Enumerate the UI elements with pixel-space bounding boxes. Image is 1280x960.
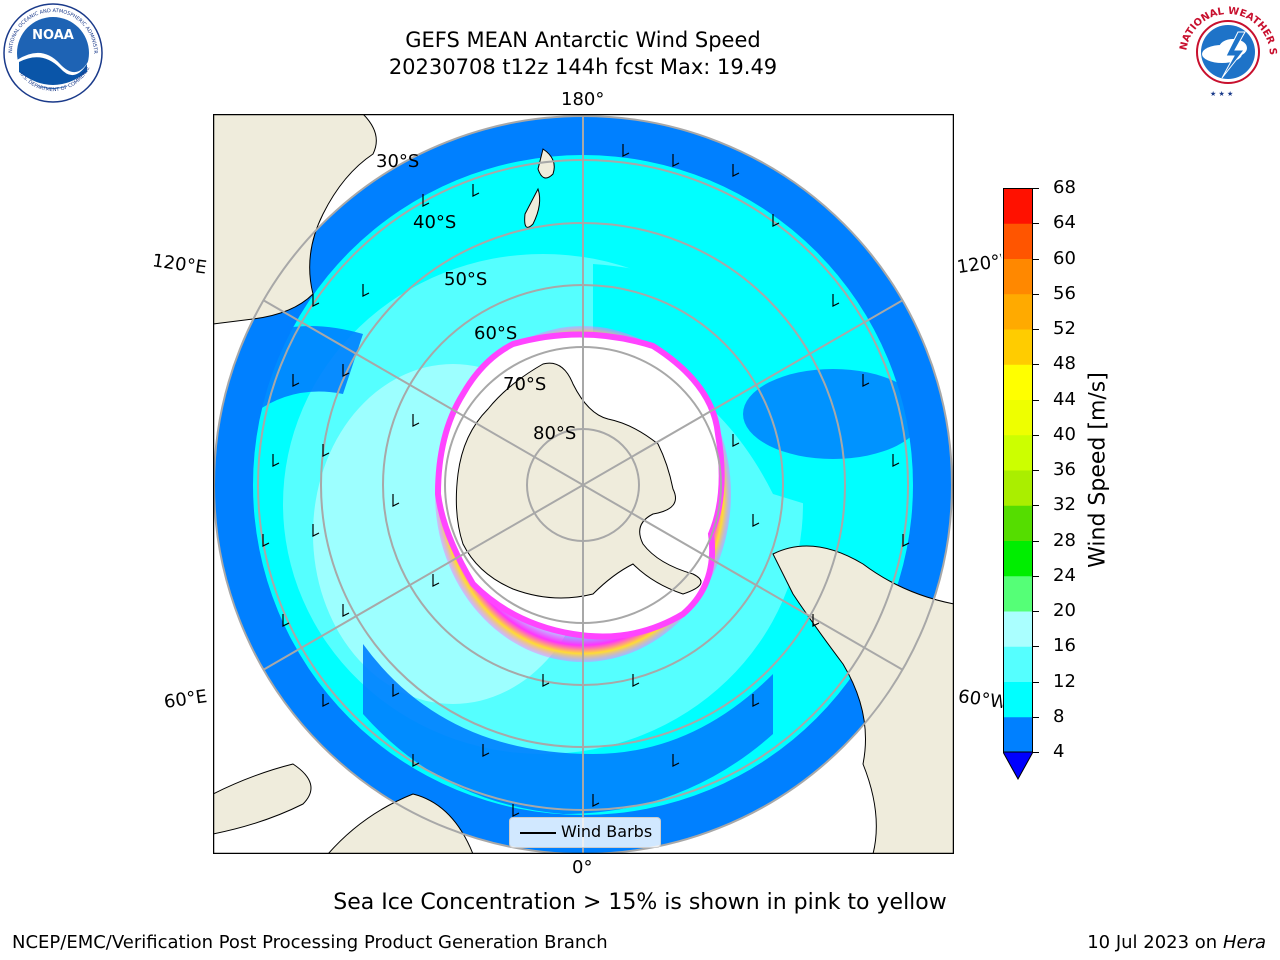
lat-label-70s: 70°S: [503, 374, 547, 395]
polar-map: [213, 114, 954, 854]
colorbar-tick-mark: [1033, 329, 1039, 330]
colorbar-tick-mark: [1033, 399, 1039, 401]
colorbar-segment: [1003, 399, 1033, 436]
footer-credit: NCEP/EMC/Verification Post Processing Pr…: [12, 932, 608, 953]
svg-text:★ ★ ★: ★ ★ ★: [1210, 90, 1233, 98]
colorbar-segment: [1003, 364, 1033, 400]
colorbar-tick-mark: [1033, 188, 1039, 189]
colorbar-tick-label: 36: [1053, 459, 1076, 480]
colorbar-tick-label: 52: [1053, 318, 1076, 339]
colorbar-label: Wind Speed [m/s]: [1085, 372, 1111, 568]
chart-subtitle: 20230708 t12z 144h fcst Max: 19.49: [388, 55, 778, 79]
footer-host: Hera: [1222, 932, 1266, 953]
colorbar-segment: [1003, 716, 1033, 753]
colorbar-tick-label: 60: [1053, 247, 1076, 269]
colorbar: [1003, 188, 1033, 780]
colorbar-tick-label: 20: [1053, 600, 1076, 621]
colorbar-tick-mark: [1033, 646, 1039, 648]
lon-label-120e: 120°E: [150, 250, 208, 279]
colorbar-tick-label: 40: [1053, 423, 1076, 445]
colorbar-tick-mark: [1033, 540, 1039, 542]
colorbar-under-triangle: [1003, 751, 1033, 780]
colorbar-segment: [1003, 223, 1033, 259]
colorbar-tick-mark: [1033, 681, 1039, 683]
colorbar-segment: [1003, 434, 1033, 471]
africa-land: [213, 763, 312, 835]
nws-logo: NATIONAL WEATHER SERVICE ★ ★ ★: [1178, 4, 1278, 98]
lat-label-80s: 80°S: [533, 423, 577, 444]
colorbar-tick-mark: [1033, 470, 1039, 471]
colorbar-tick-mark: [1033, 716, 1039, 718]
colorbar-segment: [1003, 258, 1033, 295]
new-zealand-land: [524, 148, 555, 228]
colorbar-tick-label: 24: [1053, 564, 1076, 586]
colorbar-tick-label: 68: [1053, 177, 1076, 198]
antarctica-land: [455, 362, 702, 599]
lat-label-40s: 40°S: [413, 212, 457, 233]
colorbar-segment: [1003, 188, 1033, 224]
colorbar-tick-label: 44: [1053, 388, 1076, 410]
lon-label-120w: 120°W: [955, 251, 1004, 279]
colorbar-tick-label: 28: [1053, 529, 1076, 551]
colorbar-segment: [1003, 575, 1033, 612]
footer-date-text: 10 Jul 2023 on: [1087, 932, 1223, 953]
colorbar-tick-label: 4: [1053, 741, 1065, 762]
wind-barbs: [262, 144, 910, 817]
colorbar-tick-mark: [1033, 258, 1039, 260]
lat-label-30s: 30°S: [376, 151, 420, 172]
colorbar-segment: [1003, 505, 1033, 541]
map-legend: Wind Barbs: [509, 817, 661, 848]
wind-barb-legend-line: [520, 832, 556, 834]
colorbar-segment: [1003, 540, 1033, 577]
colorbar-segment: [1003, 611, 1033, 647]
colorbar-tick-label: 8: [1053, 705, 1065, 727]
chart-title: GEFS MEAN Antarctic Wind Speed: [405, 28, 761, 52]
noaa-logo: NOAA NATIONAL OCEANIC AND ATMOSPHERIC AD…: [2, 2, 103, 103]
colorbar-tick-mark: [1033, 575, 1039, 577]
lat-label-60s: 60°S: [474, 323, 518, 344]
sea-ice-note: Sea Ice Concentration > 15% is shown in …: [333, 890, 947, 915]
colorbar-tick-label: 64: [1053, 212, 1076, 234]
lon-label-180: 180°: [561, 89, 605, 110]
colorbar-segment: [1003, 470, 1033, 506]
colorbar-segment: [1003, 681, 1033, 718]
colorbar-tick-mark: [1033, 752, 1039, 753]
legend-label: Wind Barbs: [561, 822, 653, 841]
colorbar-tick-label: 12: [1053, 670, 1076, 692]
colorbar-tick-mark: [1033, 223, 1039, 225]
colorbar-tick-label: 16: [1053, 635, 1076, 657]
colorbar-segment: [1003, 646, 1033, 682]
footer-date: 10 Jul 2023 on Hera: [1087, 932, 1266, 953]
lon-label-60w: 60°W: [956, 686, 1005, 714]
colorbar-tick-mark: [1033, 611, 1039, 612]
colorbar-tick-mark: [1033, 364, 1039, 366]
colorbar-tick-label: 48: [1053, 353, 1076, 375]
lon-label-0: 0°: [572, 857, 593, 878]
colorbar-tick-mark: [1033, 505, 1039, 507]
colorbar-segment: [1003, 329, 1033, 365]
colorbar-segment: [1003, 293, 1033, 330]
svg-text:NOAA: NOAA: [32, 28, 74, 43]
lat-label-50s: 50°S: [444, 269, 488, 290]
colorbar-tick-mark: [1033, 434, 1039, 436]
colorbar-tick-mark: [1033, 293, 1039, 295]
colorbar-tick-label: 56: [1053, 282, 1076, 304]
lon-label-60e: 60°E: [162, 686, 209, 713]
colorbar-tick-label: 32: [1053, 494, 1076, 516]
